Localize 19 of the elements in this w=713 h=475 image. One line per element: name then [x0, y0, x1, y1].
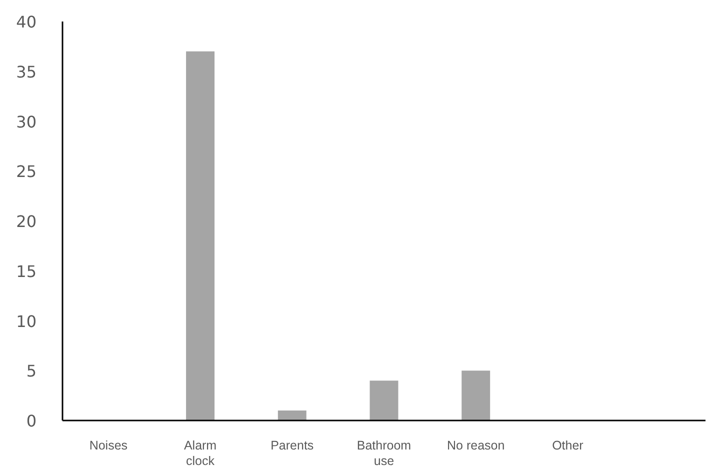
y-tick-label: 25: [16, 162, 36, 182]
y-tick-label: 35: [16, 62, 36, 82]
bar: [186, 51, 215, 420]
y-tick-label: 0: [26, 412, 37, 430]
y-tick-label: 30: [16, 112, 36, 132]
x-tick-label: Other: [552, 438, 584, 452]
y-tick-label: 20: [16, 212, 36, 231]
x-tick-label: Parents: [270, 438, 314, 452]
x-tick-label: No reason: [447, 438, 505, 452]
bar: [462, 370, 490, 420]
x-tick-label: Alarm clock: [184, 438, 217, 468]
y-tick-label: 5: [26, 362, 37, 381]
bar: [370, 380, 398, 420]
bar: [278, 410, 306, 420]
y-tick-label: 10: [16, 312, 36, 331]
y-tick-label: 40: [16, 12, 36, 32]
y-tick-label: 15: [16, 262, 36, 281]
x-tick-label: Noises: [89, 438, 128, 452]
x-tick-label: Bathroom use: [356, 438, 412, 468]
